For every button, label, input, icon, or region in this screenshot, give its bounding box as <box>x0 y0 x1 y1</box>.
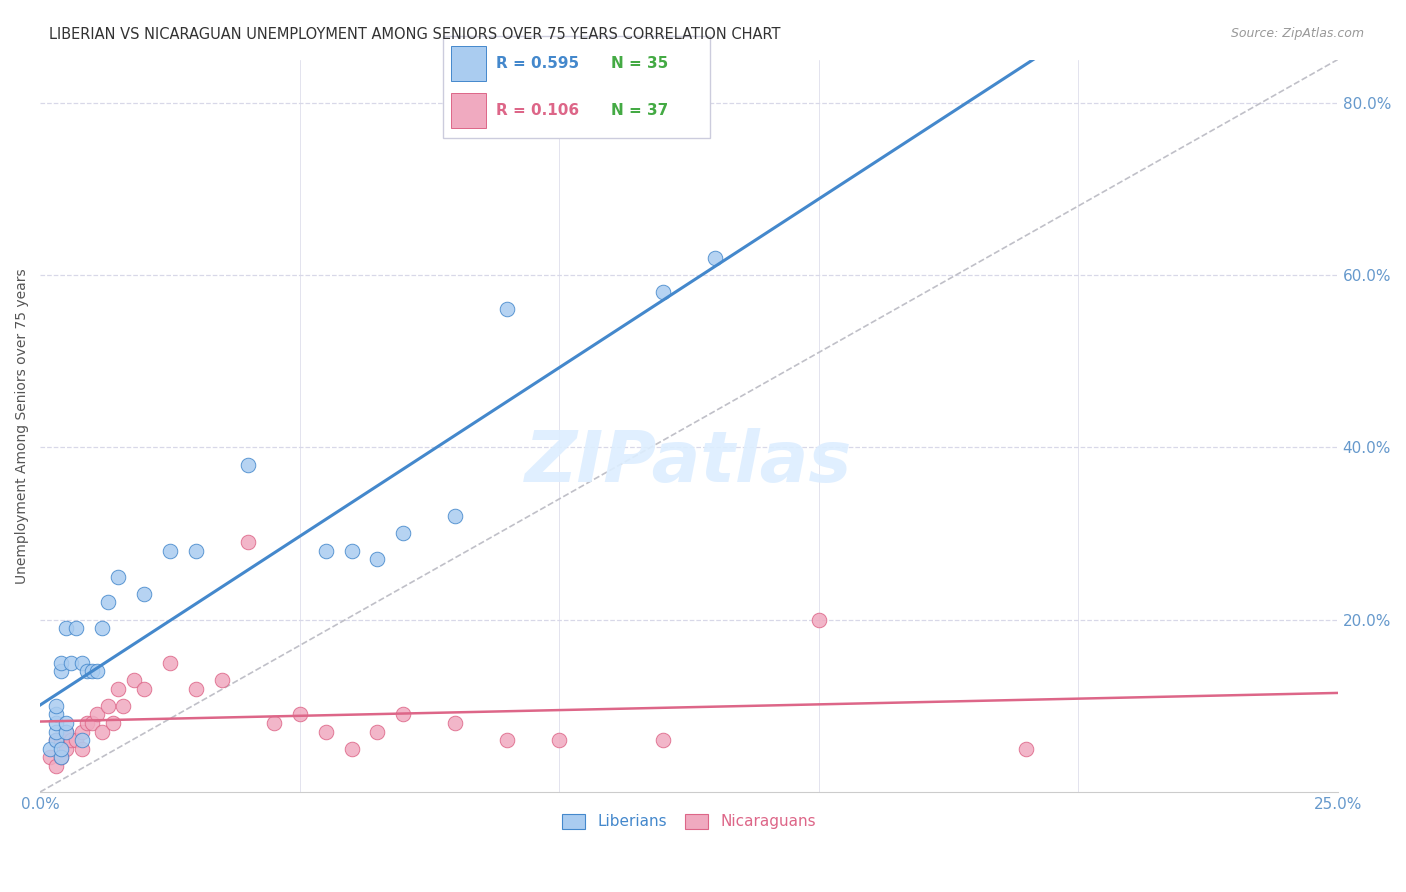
Point <box>86 665 108 679</box>
Point <box>703 251 725 265</box>
Point <box>340 543 363 558</box>
Point <box>49 750 72 764</box>
Point <box>97 698 120 713</box>
Point <box>444 509 467 524</box>
Text: R = 0.106: R = 0.106 <box>496 103 579 118</box>
Point <box>315 724 337 739</box>
Point <box>132 681 155 696</box>
Point <box>366 552 388 566</box>
Text: N = 37: N = 37 <box>612 103 668 118</box>
Text: LIBERIAN VS NICARAGUAN UNEMPLOYMENT AMONG SENIORS OVER 75 YEARS CORRELATION CHAR: LIBERIAN VS NICARAGUAN UNEMPLOYMENT AMON… <box>49 27 780 42</box>
Point <box>97 595 120 609</box>
Point <box>55 621 77 635</box>
FancyBboxPatch shape <box>451 93 485 128</box>
Point <box>496 733 519 747</box>
Point <box>45 716 67 731</box>
Point <box>45 698 67 713</box>
Point <box>340 742 363 756</box>
Point <box>39 742 62 756</box>
Point <box>80 716 103 731</box>
Point <box>807 613 830 627</box>
Point <box>70 733 93 747</box>
Point <box>101 716 124 731</box>
Point <box>49 656 72 670</box>
Point <box>107 569 129 583</box>
Point <box>184 681 207 696</box>
Point <box>55 724 77 739</box>
Point <box>76 716 98 731</box>
Point <box>86 707 108 722</box>
Point <box>45 733 67 747</box>
Point <box>496 302 519 317</box>
Point <box>159 656 181 670</box>
Point <box>45 733 67 747</box>
Point <box>288 707 311 722</box>
Point <box>184 543 207 558</box>
Point <box>49 750 72 764</box>
Point <box>444 716 467 731</box>
Point <box>80 665 103 679</box>
Point <box>70 656 93 670</box>
Point <box>392 526 415 541</box>
Point <box>159 543 181 558</box>
Point <box>76 665 98 679</box>
Point <box>651 733 673 747</box>
Point <box>55 716 77 731</box>
Point <box>107 681 129 696</box>
Point <box>122 673 145 687</box>
Point <box>211 673 233 687</box>
Y-axis label: Unemployment Among Seniors over 75 years: Unemployment Among Seniors over 75 years <box>15 268 30 583</box>
Point <box>39 750 62 764</box>
Legend: Liberians, Nicaraguans: Liberians, Nicaraguans <box>555 808 823 836</box>
Point <box>70 724 93 739</box>
Text: R = 0.595: R = 0.595 <box>496 56 579 70</box>
Point <box>236 458 259 472</box>
FancyBboxPatch shape <box>451 46 485 81</box>
Point <box>1015 742 1038 756</box>
Text: N = 35: N = 35 <box>612 56 668 70</box>
Text: ZIPatlas: ZIPatlas <box>526 428 852 497</box>
Point <box>651 285 673 300</box>
FancyBboxPatch shape <box>443 36 710 138</box>
Point <box>236 535 259 549</box>
Point <box>45 724 67 739</box>
Point <box>91 724 114 739</box>
Point <box>45 759 67 773</box>
Point <box>55 724 77 739</box>
Point <box>315 543 337 558</box>
Point <box>49 665 72 679</box>
Point <box>49 733 72 747</box>
Point <box>70 742 93 756</box>
Text: Source: ZipAtlas.com: Source: ZipAtlas.com <box>1230 27 1364 40</box>
Point <box>55 742 77 756</box>
Point <box>45 707 67 722</box>
Point <box>112 698 135 713</box>
Point <box>60 733 83 747</box>
Point <box>65 733 87 747</box>
Point <box>548 733 571 747</box>
Point <box>49 742 72 756</box>
Point <box>392 707 415 722</box>
Point <box>91 621 114 635</box>
Point <box>65 621 87 635</box>
Point <box>60 656 83 670</box>
Point <box>263 716 285 731</box>
Point <box>132 587 155 601</box>
Point <box>366 724 388 739</box>
